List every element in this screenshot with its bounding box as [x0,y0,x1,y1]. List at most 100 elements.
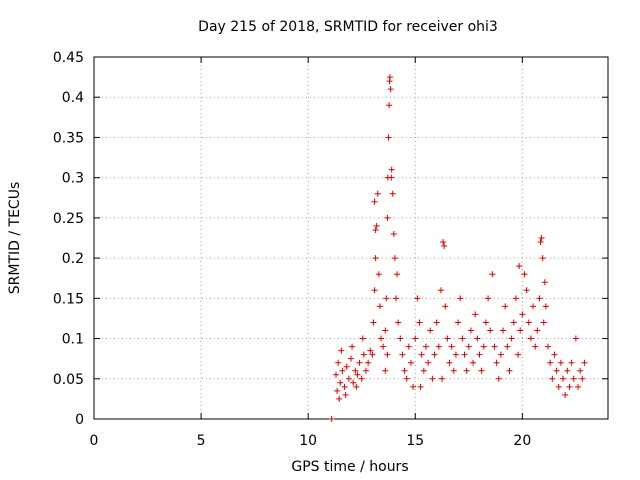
data-point [360,351,367,358]
data-point [371,198,378,205]
data-point [508,335,515,342]
data-point [334,387,341,394]
data-point [572,335,579,342]
y-tick-label: 0.35 [53,130,84,146]
data-point [512,295,519,302]
data-point [459,335,466,342]
chart-title: Day 215 of 2018, SRMTID for receiver ohi… [198,19,498,35]
data-point [457,295,464,302]
data-point [414,295,421,302]
y-tick-label: 0.1 [62,332,84,348]
x-tick-label: 20 [513,433,531,449]
data-point [410,383,417,390]
data-point [474,335,481,342]
y-tick-label: 0.2 [62,251,84,267]
data-point [343,363,350,370]
data-point [523,287,530,294]
grid-lines [94,57,608,419]
data-point [339,367,346,374]
data-point [380,343,387,350]
data-point [386,102,393,109]
data-point [375,271,382,278]
data-point [537,239,544,246]
data-point [405,343,412,350]
data-point [433,319,440,326]
y-tick-label: 0.3 [62,171,84,187]
data-point [401,367,408,374]
data-point [446,359,453,366]
data-point [482,319,489,326]
data-point [377,335,384,342]
y-tick-label: 0 [75,412,84,428]
data-point [564,367,571,374]
data-point [491,343,498,350]
data-point [345,375,352,382]
data-point [536,295,543,302]
data-point [476,351,483,358]
y-tick-label: 0.25 [53,211,84,227]
data-point [521,271,528,278]
data-point [382,367,389,374]
data-point [394,271,401,278]
data-point [547,359,554,366]
data-point [527,335,534,342]
data-point [500,327,507,334]
data-point [485,295,492,302]
data-point [412,335,419,342]
data-point [549,375,556,382]
data-point [374,190,381,197]
data-point [467,327,474,334]
data-point [388,166,395,173]
data-point [504,343,511,350]
data-point [391,255,398,262]
data-point [461,351,468,358]
x-axis-label: GPS time / hours [291,459,408,475]
data-point [370,319,377,326]
data-point [358,375,365,382]
x-tick-label: 0 [90,433,99,449]
x-tick-label: 10 [299,433,317,449]
data-point [403,375,410,382]
data-point [385,134,392,141]
data-point [575,383,582,390]
data-point [354,371,361,378]
data-point [372,226,379,233]
data-point [383,295,390,302]
y-tick-label: 0.4 [62,90,84,106]
data-point [506,367,513,374]
data-point [562,391,569,398]
data-point [525,319,532,326]
data-point [386,74,393,81]
x-tick-label: 15 [406,433,424,449]
data-point [465,343,472,350]
data-point [362,367,369,374]
data-point [372,255,379,262]
y-tick-label: 0.45 [53,50,84,66]
data-point [517,327,524,334]
data-point [493,359,500,366]
data-point [417,383,424,390]
data-point [431,351,438,358]
data-point [416,319,423,326]
data-point [534,327,541,334]
data-point [348,355,354,362]
axis-ticks: 0 0.05 0.1 0.15 0.2 0.25 0.3 0.35 0.4 0.45 0 5 10 15 2… [53,50,608,449]
data-point [502,303,509,310]
data-point [437,287,444,294]
data-point [352,367,359,374]
data-point [387,86,394,93]
data-point [333,371,340,378]
data-point [542,303,549,310]
data-point [349,343,356,350]
data-point [530,303,537,310]
data-point [560,375,567,382]
data-point [384,214,391,221]
data-point [356,359,363,366]
data-point [376,303,383,310]
data-point [425,359,432,366]
data-point [515,351,522,358]
data-point [397,335,404,342]
data-point [328,416,335,422]
data-point [367,347,374,354]
data-point [577,367,584,374]
